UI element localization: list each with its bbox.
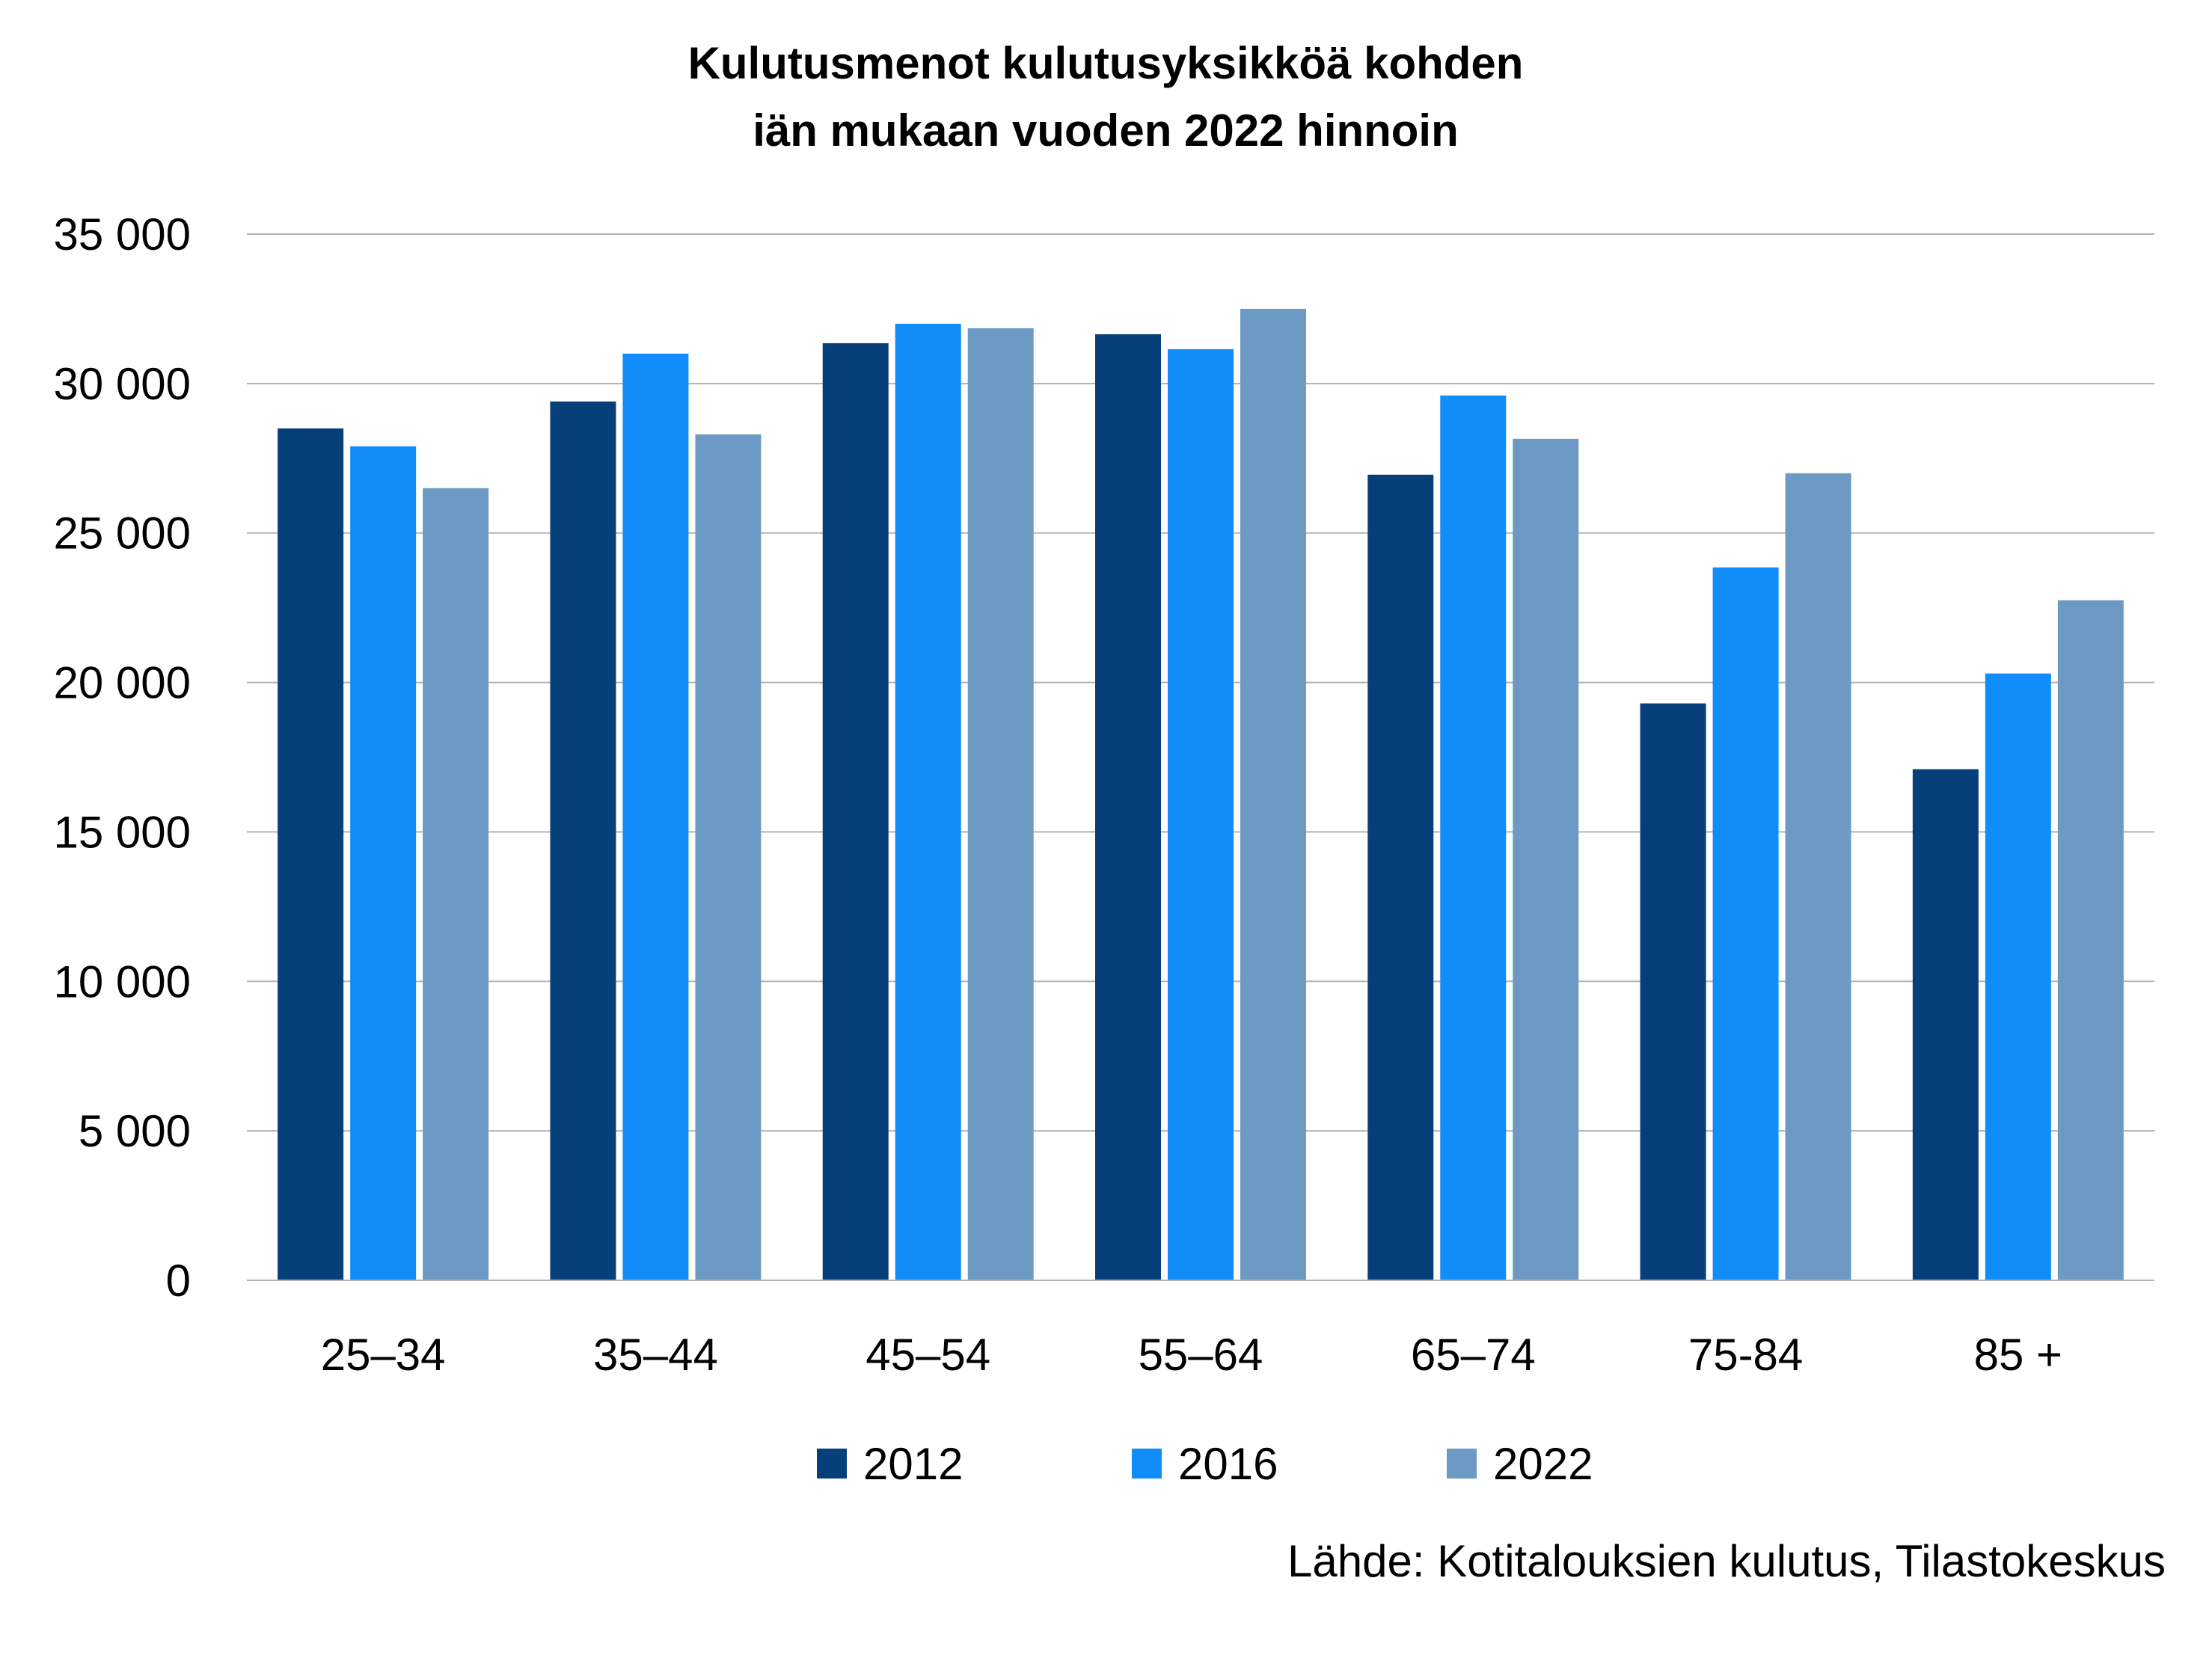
legend-label: 2012	[863, 1439, 963, 1489]
x-tick-label: 85 +	[1974, 1330, 2062, 1380]
chart-title-line-2: iän mukaan vuoden 2022 hinnoin	[753, 105, 1459, 156]
bar-2016-3	[1168, 348, 1234, 1280]
legend: 2012 2016 2022	[817, 1439, 1593, 1489]
bar-2012-4	[1367, 474, 1434, 1280]
bar-2012-5	[1640, 703, 1706, 1280]
x-tick-label: 55–64	[1139, 1330, 1263, 1380]
y-tick-label: 25 000	[53, 509, 191, 559]
bar-2022-6	[2057, 600, 2124, 1280]
x-axis-tick-labels: 25–34 35–44 45–54 55–64 65–74 75-84 85 +	[321, 1330, 2062, 1380]
bar-2022-2	[967, 328, 1034, 1280]
legend-label: 2016	[1178, 1439, 1278, 1489]
bar-2022-0	[423, 488, 489, 1281]
bar-2022-1	[695, 434, 762, 1280]
bars	[247, 308, 2154, 1281]
legend-swatch-2012	[817, 1449, 847, 1479]
y-tick-label: 30 000	[53, 359, 191, 409]
legend-swatch-2016	[1132, 1449, 1162, 1479]
bar-2016-0	[350, 446, 417, 1280]
bar-2022-4	[1513, 438, 1579, 1281]
y-tick-label: 20 000	[53, 658, 191, 708]
x-tick-label: 65–74	[1411, 1330, 1536, 1380]
bar-2012-6	[1912, 769, 1979, 1280]
bar-2012-2	[822, 343, 889, 1280]
chart-title-line-1: Kulutusmenot kulutusyksikköä kohden	[688, 38, 1524, 88]
y-tick-label: 15 000	[53, 807, 191, 857]
y-tick-label: 0	[166, 1256, 191, 1306]
bar-2012-0	[278, 428, 344, 1281]
bar-2016-1	[622, 353, 689, 1280]
x-tick-label: 25–34	[321, 1330, 446, 1380]
y-axis-tick-labels: 0 5 000 10 000 15 000 20 000 25 000 30 000 35 0…	[53, 209, 191, 1306]
y-tick-label: 5 000	[79, 1106, 191, 1156]
bar-2012-3	[1095, 334, 1161, 1280]
bar-2016-5	[1712, 567, 1779, 1280]
y-tick-label: 35 000	[53, 209, 191, 260]
x-tick-label: 35–44	[593, 1330, 718, 1380]
source-note: Lähde: Kotitalouksien kulutus, Tilastoke…	[1287, 1536, 2166, 1586]
bar-2012-1	[550, 401, 616, 1280]
x-tick-label: 75-84	[1688, 1330, 1803, 1380]
legend-swatch-2022	[1447, 1449, 1477, 1479]
bar-2022-5	[1785, 473, 1851, 1280]
bar-2022-3	[1240, 308, 1306, 1280]
x-tick-label: 45–54	[866, 1330, 990, 1380]
bar-2016-6	[1985, 673, 2051, 1280]
y-tick-label: 10 000	[53, 957, 191, 1007]
legend-label: 2022	[1493, 1439, 1593, 1489]
bar-2016-2	[895, 323, 961, 1280]
bar-2016-4	[1440, 395, 1507, 1280]
